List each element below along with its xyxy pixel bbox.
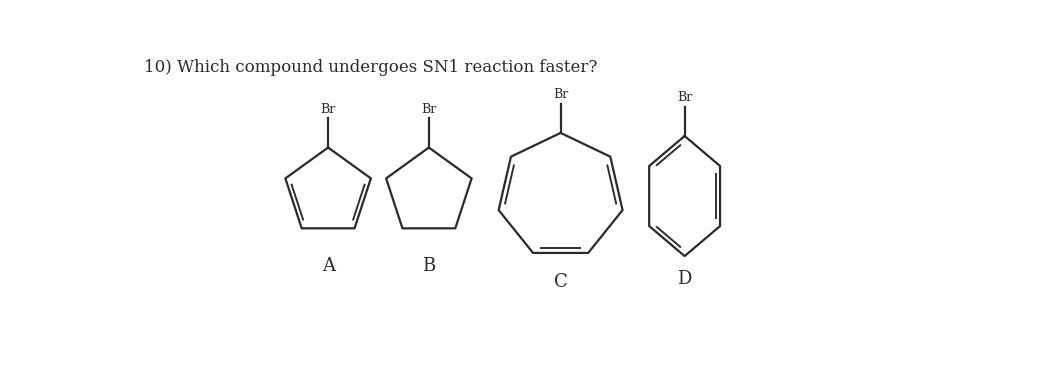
Text: Br: Br [421,103,436,116]
Text: C: C [553,273,568,291]
Text: B: B [422,257,435,275]
Text: Br: Br [677,91,692,105]
Text: 10) Which compound undergoes SN1 reaction faster?: 10) Which compound undergoes SN1 reactio… [144,59,598,76]
Text: D: D [678,270,692,288]
Text: A: A [322,257,335,275]
Text: Br: Br [321,103,336,116]
Text: Br: Br [553,88,568,101]
